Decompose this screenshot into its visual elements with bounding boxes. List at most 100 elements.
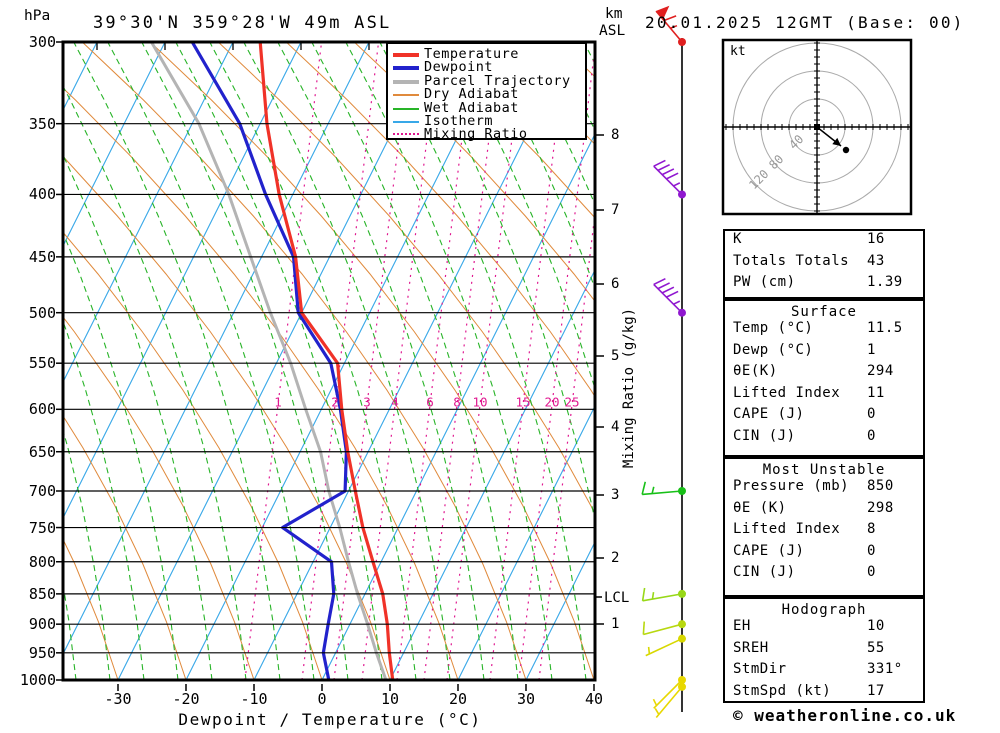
table-row: SREH 55 [725,640,923,662]
table-row-value: 11.5 [867,320,903,336]
table-row-label: CAPE (J) [733,406,805,422]
wind-barb [645,634,686,657]
table-row: Lifted Index 11 [725,385,923,407]
km-tick-label: 3 [611,487,620,503]
table-row-value: 0 [867,542,876,559]
table-row: StmSpd (kt) 17 [725,683,923,705]
pressure-tick-label: 850 [28,584,56,603]
table-row-label: StmDir [733,661,787,677]
km-tick-label: 1 [611,616,620,632]
pressure-tick-label: 550 [28,354,56,373]
temp-tick-label: -30 [104,690,132,708]
table-section: Surface Temp (°C) 11.5 Dewp (°C) 1 θE(K) 294 Li… [723,299,925,457]
table-row-label: CIN (J) [733,564,796,580]
plot-background [63,42,595,680]
table-row-label: Totals Totals [733,252,850,269]
mixing-ratio-value-label: 4 [391,394,399,410]
copyright: © weatheronline.co.uk [733,706,957,725]
temperature-curve [258,42,395,680]
legend-item: Dry Adiabat [388,86,585,102]
mixing-ratio-value-label: 3 [363,394,371,410]
table-row-value: 43 [867,252,885,269]
table-row-value: 17 [867,682,885,699]
wind-barb [655,5,686,46]
pressure-tick-label: 400 [28,185,56,204]
table-section-header: Most Unstable [762,462,886,478]
table-row: StmDir 331° [725,661,923,683]
table-row: CAPE (J) 0 [725,406,923,428]
temp-tick-label: -20 [172,690,200,708]
legend-swatch-parcel-trajectory [393,79,419,84]
legend-item: Isotherm [388,113,585,129]
pressure-tick-label: 950 [28,643,56,662]
pressure-tick-label: 650 [28,442,56,461]
table-row-value: 8 [867,521,876,537]
legend-swatch-temperature [393,53,419,57]
table-row-value: 850 [867,478,894,494]
table-row-label: Dewp (°C) [733,341,814,358]
table-row: Pressure (mb) 850 [725,478,923,500]
km-unit-label: km [605,6,623,22]
mixing-ratio-value-label: 20 [544,394,560,410]
table-row-label: StmSpd (kt) [733,682,832,699]
km-tick-label: 8 [611,127,620,143]
mixing-ratio-value-label: 2 [331,394,339,410]
pressure-tick-label: 300 [28,33,56,51]
table-section: Hodograph EH 10 SREH 55 StmDir 331° StmSpd (kt)… [723,597,925,703]
table-row: θE (K) 298 [725,500,923,522]
legend-swatch-isotherm [393,121,419,123]
table-row: Lifted Index 8 [725,521,923,543]
pressure-tick-label: 1000 [19,671,56,689]
table-section-header: Hodograph [781,602,867,618]
legend-label: Dewpoint [424,59,494,76]
legend: Temperature Dewpoint Parcel Trajectory Dry … [386,42,587,142]
table-row-label: Lifted Index [733,521,841,537]
pressure-tick-label: 500 [28,303,56,322]
legend-swatch-dry-adiabat [393,94,419,97]
wind-barb [653,277,686,317]
wind-barb [641,481,686,496]
lcl-label: LCL [604,590,630,606]
pressure-tick-label: 750 [28,518,56,537]
pressure-tick-label: 600 [28,400,56,419]
temp-tick-label: 0 [317,690,327,708]
table-row-value: 10 [867,618,885,634]
table-row: K 16 [725,231,923,253]
table-row-label: SREH [733,639,769,656]
hodograph-unit-label: kt [730,44,746,59]
mixing-ratio-value-label: 10 [472,394,488,410]
table-row-value: 1.39 [867,274,903,290]
temp-tick-label: -10 [240,690,268,708]
temp-tick-label: 20 [448,690,468,708]
legend-item: Parcel Trajectory [388,73,585,89]
legend-swatch-mixing-ratio [393,133,419,136]
wind-barb [641,587,686,602]
legend-label: Isotherm [424,113,494,129]
mixing-ratio-value-label: 8 [453,394,461,410]
table-row: PW (cm) 1.39 [725,274,923,296]
temp-tick-label: 30 [516,690,536,708]
mixing-ratio-axis-label: Mixing Ratio (g/kg) [621,307,637,469]
table-row-label: Lifted Index [733,384,841,401]
mixing-ratio-value-label: 1 [274,394,282,410]
temp-tick-label: 40 [584,690,604,708]
table-row-label: θE (K) [733,499,787,516]
wind-barb [642,620,686,636]
storm-motion-arrow [832,137,841,146]
station-title: 39°30'N 359°28'W 49m ASL [93,13,392,33]
table-row: CIN (J) 0 [725,428,923,450]
mixing-ratio-value-label: 6 [426,394,434,410]
km-tick-label: 4 [611,419,620,435]
km-tick-label: 2 [611,550,620,566]
pressure-tick-label: 450 [28,247,56,266]
legend-item: Temperature [388,46,585,62]
pressure-tick-label: 700 [28,481,56,500]
mixing-ratio-value-label: 25 [564,394,580,410]
mixing-ratio-value-label: 15 [515,394,531,410]
table-row: EH 10 [725,618,923,640]
km-tick-label: 7 [611,202,620,218]
table-row-value: 0 [867,406,876,422]
table-row: θE(K) 294 [725,363,923,385]
